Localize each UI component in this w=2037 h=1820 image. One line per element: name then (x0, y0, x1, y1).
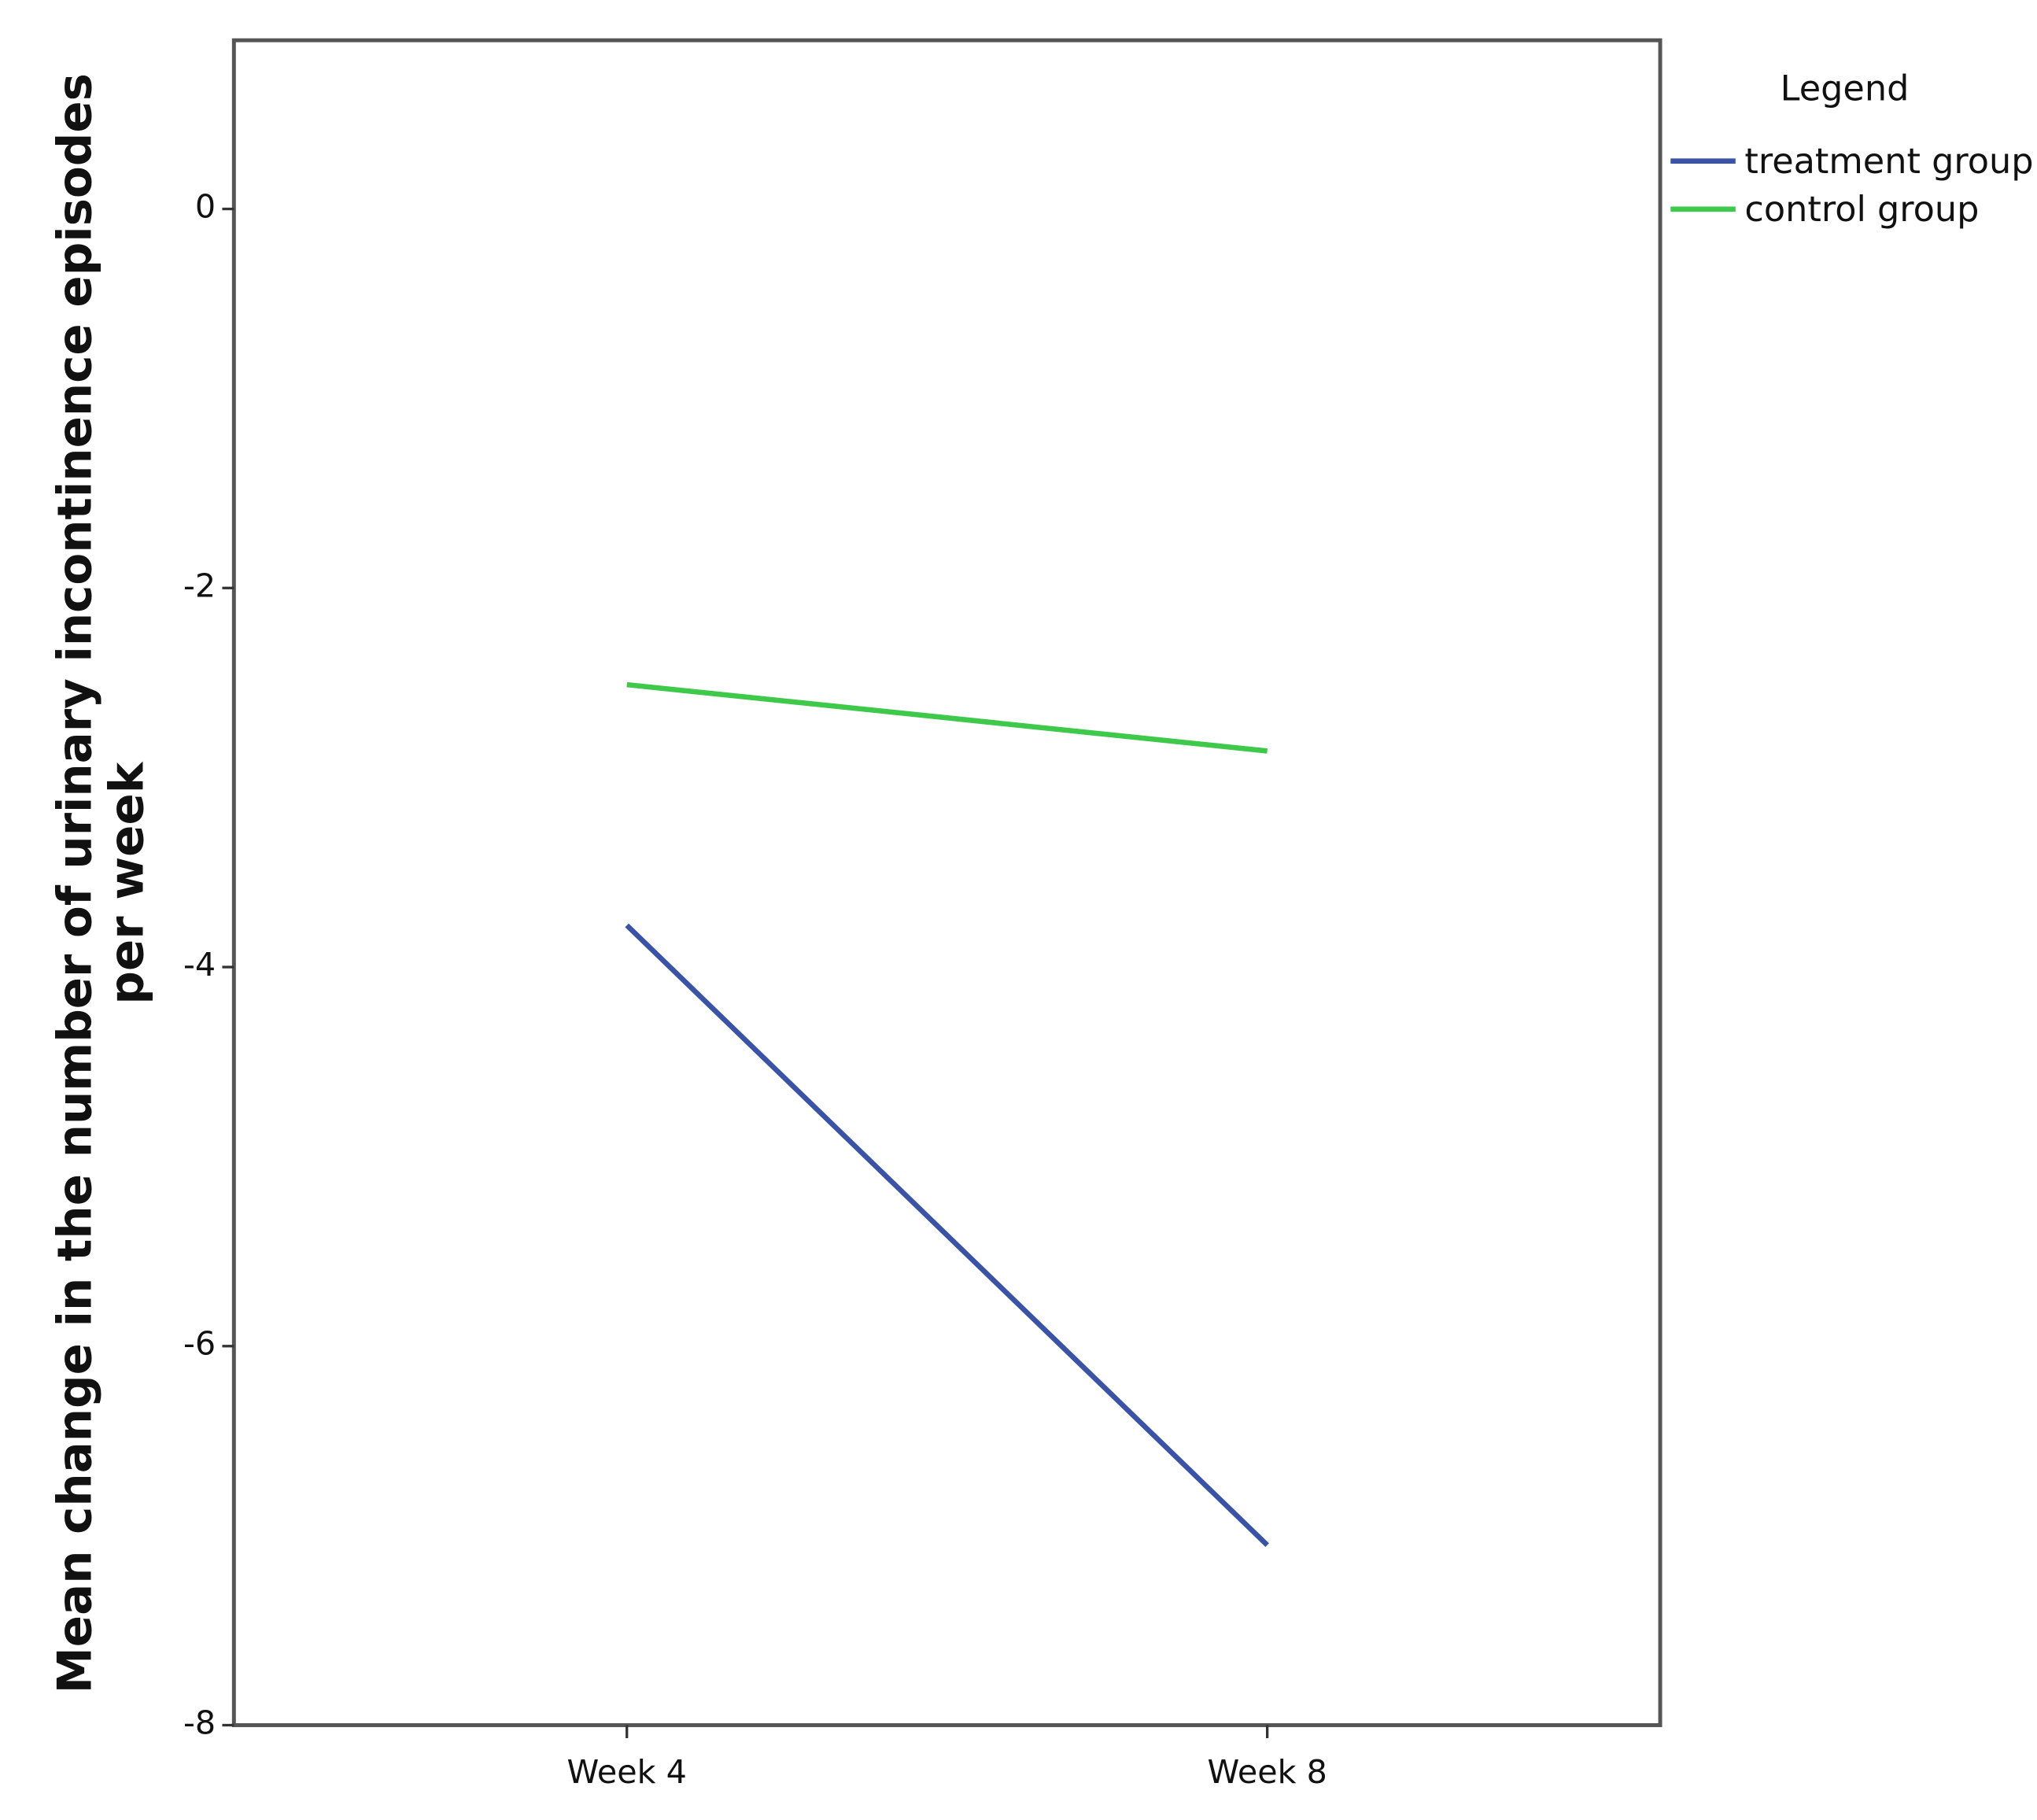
x-tick-label: Week 8 (1207, 1753, 1327, 1791)
legend-label: control group (1744, 189, 1979, 230)
y-tick-label: -2 (183, 567, 216, 604)
y-axis-title: per week (100, 761, 154, 1004)
x-tick-label: Week 4 (567, 1753, 687, 1791)
legend-label: treatment group (1744, 141, 2033, 182)
legend-title: Legend (1781, 68, 1910, 109)
plot-frame (231, 38, 1662, 1727)
y-tick-label: -6 (183, 1325, 216, 1363)
line-series (625, 923, 1269, 1548)
y-axis-title-group: Mean change in the number of urinary inc… (48, 73, 154, 1693)
y-tick-label: -4 (183, 946, 216, 984)
y-tick-label: -8 (183, 1704, 216, 1741)
y-tick-label: 0 (195, 188, 216, 226)
line-series (626, 681, 1268, 754)
y-axis-title: Mean change in the number of urinary inc… (48, 73, 102, 1693)
